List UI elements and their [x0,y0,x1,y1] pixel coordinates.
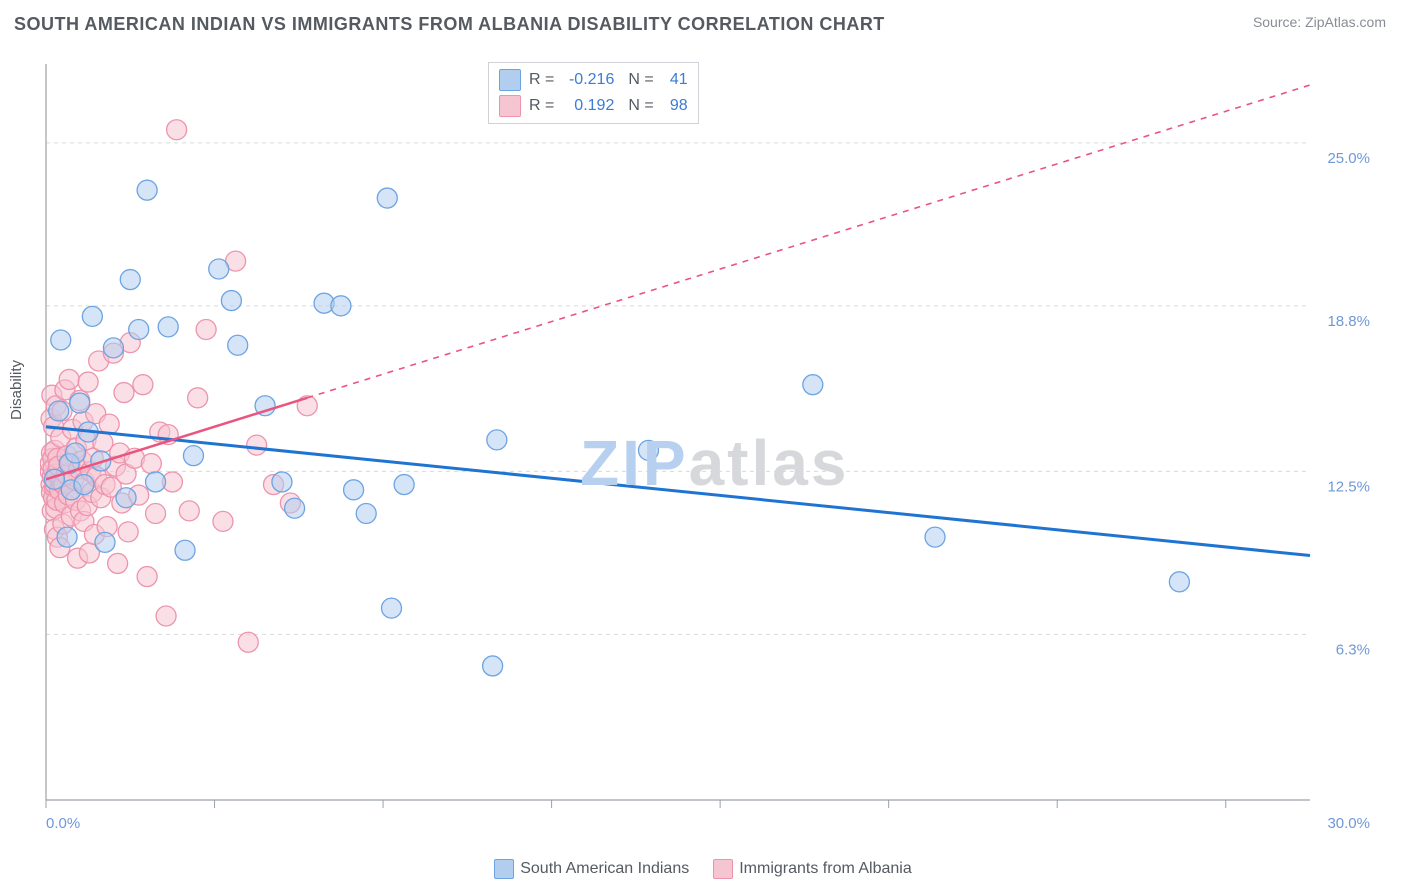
rn-swatch-blue [499,69,521,91]
point-pink [108,553,128,573]
trendline-blue [46,427,1310,556]
y-tick-label: 6.3% [1336,641,1370,658]
point-pink [213,511,233,531]
point-pink [167,120,187,140]
point-blue [65,443,85,463]
point-blue [183,446,203,466]
point-pink [146,503,166,523]
point-blue [356,503,376,523]
point-blue [146,472,166,492]
legend-item-blue: South American Indians [494,859,689,879]
legend-item-pink: Immigrants from Albania [713,859,912,879]
series-legend: South American Indians Immigrants from Al… [0,859,1406,884]
point-blue [1169,572,1189,592]
point-blue [129,319,149,339]
rn-row: R =-0.216 N =41 [491,67,696,93]
y-tick-label: 25.0% [1327,150,1370,167]
point-blue [344,480,364,500]
point-pink [141,454,161,474]
point-pink [238,632,258,652]
point-blue [49,401,69,421]
x-tick-max: 30.0% [1327,815,1370,832]
source-attribution: Source: ZipAtlas.com [1253,14,1386,30]
rn-R-label: R = [529,71,554,89]
legend-label: Immigrants from Albania [739,860,912,878]
point-pink [156,606,176,626]
point-blue [74,475,94,495]
point-blue [82,306,102,326]
rn-swatch-pink [499,95,521,117]
point-blue [331,296,351,316]
point-blue [137,180,157,200]
point-blue [228,335,248,355]
point-blue [103,338,123,358]
y-axis-label: Disability [8,360,25,420]
point-pink [179,501,199,521]
point-blue [272,472,292,492]
point-pink [114,383,134,403]
point-blue [483,656,503,676]
point-pink [137,567,157,587]
y-tick-label: 18.8% [1327,313,1370,330]
point-blue [70,393,90,413]
point-pink [196,319,216,339]
legend-label: South American Indians [520,860,689,878]
rn-R-label: R = [529,97,554,115]
y-tick-label: 12.5% [1327,478,1370,495]
point-blue [95,532,115,552]
point-blue [925,527,945,547]
point-blue [116,488,136,508]
point-pink [133,375,153,395]
point-blue [51,330,71,350]
legend-swatch-pink [713,859,733,879]
rn-R-value: -0.216 [554,71,614,89]
point-blue [487,430,507,450]
plot-area: 6.3%12.5%18.8%25.0%0.0%30.0% ZIPatlas R … [40,56,1380,836]
point-blue [221,291,241,311]
point-blue [158,317,178,337]
rn-row: R =0.192 N =98 [491,93,696,119]
rn-R-value: 0.192 [554,97,614,115]
rn-N-value: 98 [654,97,688,115]
source-prefix: Source: [1253,14,1305,30]
rn-N-label: N = [628,97,653,115]
point-pink [118,522,138,542]
point-pink [247,435,267,455]
point-blue [377,188,397,208]
point-blue [285,498,305,518]
source-link[interactable]: ZipAtlas.com [1305,14,1386,30]
point-pink [78,372,98,392]
point-pink [188,388,208,408]
chart-title: SOUTH AMERICAN INDIAN VS IMMIGRANTS FROM… [14,14,885,35]
legend-swatch-blue [494,859,514,879]
point-blue [209,259,229,279]
point-blue [120,270,140,290]
point-blue [381,598,401,618]
point-pink [59,369,79,389]
point-blue [639,440,659,460]
scatter-svg: 6.3% 12.5% 18.8% 25.0% 0.0% 30.0% [40,56,1380,836]
point-blue [803,375,823,395]
point-blue [175,540,195,560]
rn-N-value: 41 [654,71,688,89]
trendline-pink-dashed [307,85,1310,398]
point-blue [57,527,77,547]
rn-N-label: N = [628,71,653,89]
point-blue [394,475,414,495]
x-tick-min: 0.0% [46,815,80,832]
correlation-legend-box: R =-0.216 N =41 R =0.192 N =98 [488,62,699,124]
